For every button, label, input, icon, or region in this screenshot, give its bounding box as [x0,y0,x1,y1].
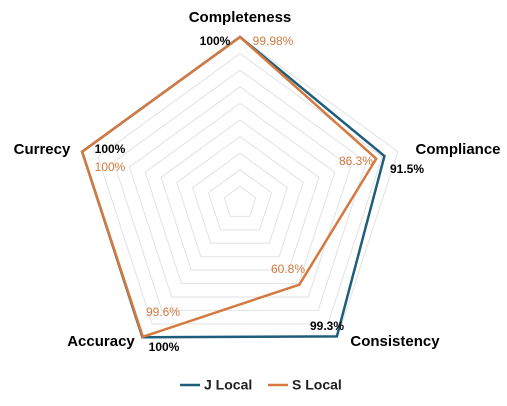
grid-ring [144,102,336,285]
value-label: 100% [200,34,231,48]
grid-ring [176,135,304,258]
legend-label: S Local [292,377,342,393]
legend-label: J Local [204,377,252,393]
grid-ring [207,169,273,231]
category-label: Consistency [350,333,440,350]
value-label: 60.8% [271,262,305,276]
grid-ring [192,152,288,244]
grid-ring [128,86,352,298]
category-label: Completeness [189,9,292,26]
grid-ring [97,52,383,325]
category-label: Compliance [415,141,500,158]
grid-ring [223,185,257,217]
category-label: Accuracy [67,333,135,350]
value-label: 99.3% [310,319,344,333]
value-label: 100% [95,142,126,156]
value-label: 99.6% [146,305,180,319]
series-line [80,35,378,339]
value-label: 99.98% [253,34,294,48]
category-label: Currecy [14,141,71,158]
value-label: 100% [149,340,180,354]
value-label: 86.3% [339,154,373,168]
grid-ring [160,119,320,271]
grid-ring [113,69,367,311]
value-label: 100% [95,160,126,174]
value-label: 91.5% [390,162,424,176]
